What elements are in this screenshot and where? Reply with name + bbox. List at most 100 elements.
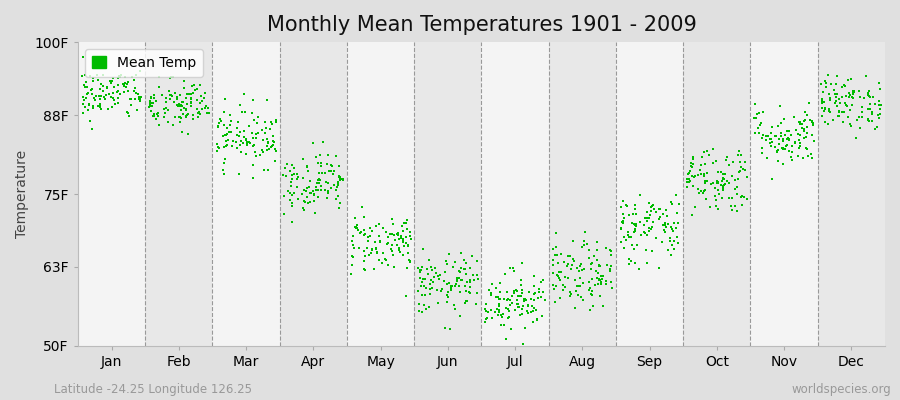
- Point: [790, 153, 805, 159]
- Point: [385, 247, 400, 254]
- Point: [663, 199, 678, 206]
- Point: [616, 218, 630, 224]
- Point: [178, 106, 193, 112]
- Point: [562, 289, 577, 296]
- Point: [263, 126, 277, 132]
- Point: [430, 287, 445, 293]
- Point: [388, 237, 402, 243]
- Point: [392, 249, 407, 255]
- Point: [800, 146, 814, 152]
- Point: [463, 277, 477, 283]
- Point: [667, 246, 681, 252]
- Point: [731, 176, 745, 183]
- Point: [862, 93, 877, 99]
- Point: [536, 313, 550, 319]
- Point: [598, 278, 613, 284]
- Point: [614, 225, 628, 231]
- Point: [716, 171, 731, 177]
- Point: [356, 266, 371, 272]
- Point: [564, 265, 579, 272]
- Point: [93, 104, 107, 110]
- Point: [438, 325, 453, 332]
- Point: [400, 217, 414, 223]
- Point: [146, 113, 160, 119]
- Point: [770, 148, 784, 154]
- Point: [527, 290, 542, 296]
- Point: [716, 181, 731, 188]
- Point: [364, 246, 379, 252]
- Point: [749, 115, 763, 121]
- Point: [358, 252, 373, 259]
- Point: [637, 229, 652, 236]
- Point: [534, 278, 548, 285]
- Point: [446, 264, 460, 270]
- Point: [312, 180, 327, 186]
- Point: [439, 281, 454, 287]
- Point: [303, 178, 318, 185]
- Point: [797, 135, 812, 142]
- Point: [213, 116, 228, 123]
- Point: [257, 167, 272, 173]
- Point: [249, 135, 264, 141]
- Point: [604, 248, 618, 254]
- Point: [717, 171, 732, 178]
- Point: [443, 326, 457, 332]
- Point: [148, 97, 163, 104]
- Point: [238, 150, 253, 157]
- Point: [768, 144, 782, 150]
- Point: [560, 263, 574, 269]
- Point: [459, 260, 473, 266]
- Point: [175, 103, 189, 109]
- Point: [865, 110, 879, 117]
- Point: [796, 126, 811, 132]
- Point: [821, 121, 835, 128]
- Point: [640, 232, 654, 238]
- Title: Monthly Mean Temperatures 1901 - 2009: Monthly Mean Temperatures 1901 - 2009: [266, 15, 697, 35]
- Point: [573, 294, 588, 300]
- Point: [373, 221, 387, 228]
- Point: [536, 277, 550, 284]
- Point: [844, 123, 859, 129]
- Point: [503, 296, 517, 303]
- Point: [669, 191, 683, 198]
- Point: [841, 76, 855, 83]
- Point: [514, 282, 528, 288]
- Point: [330, 181, 345, 187]
- Point: [837, 108, 851, 115]
- Point: [797, 128, 812, 134]
- Point: [93, 96, 107, 102]
- Point: [448, 282, 463, 289]
- Point: [268, 158, 283, 164]
- Point: [514, 292, 528, 299]
- Point: [452, 282, 466, 289]
- Point: [381, 240, 395, 246]
- Point: [99, 92, 113, 99]
- Point: [164, 74, 178, 80]
- Point: [348, 224, 363, 231]
- Point: [818, 106, 832, 112]
- Point: [850, 117, 864, 123]
- Point: [619, 236, 634, 243]
- Point: [845, 102, 859, 108]
- Point: [300, 194, 314, 200]
- Point: [117, 82, 131, 89]
- Point: [748, 130, 762, 136]
- Point: [572, 283, 586, 290]
- Point: [604, 279, 618, 286]
- Point: [585, 292, 599, 298]
- Point: [545, 282, 560, 288]
- Bar: [751, 42, 818, 346]
- Point: [518, 296, 533, 302]
- Point: [158, 98, 173, 105]
- Point: [464, 284, 478, 290]
- Point: [259, 136, 274, 142]
- Point: [694, 188, 708, 194]
- Point: [114, 72, 129, 78]
- Point: [457, 283, 472, 289]
- Point: [391, 230, 405, 236]
- Point: [698, 178, 712, 184]
- Point: [261, 166, 275, 173]
- Point: [422, 286, 436, 292]
- Point: [734, 193, 749, 200]
- Point: [684, 160, 698, 166]
